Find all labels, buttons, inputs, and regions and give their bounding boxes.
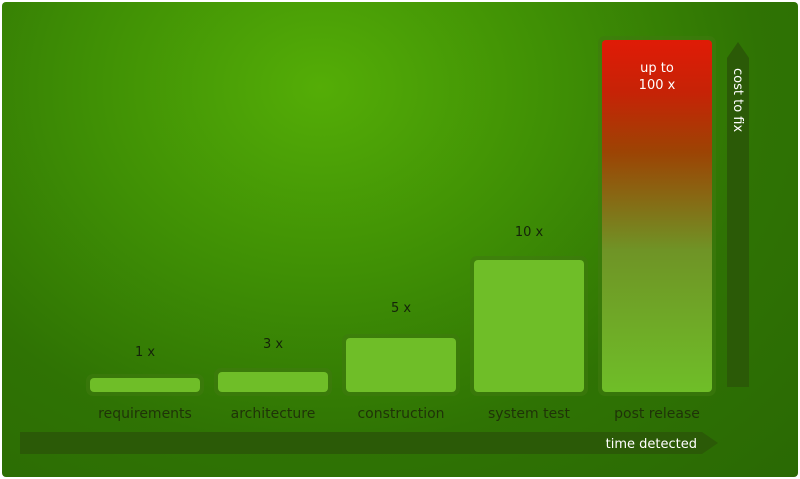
x-axis-arrow: [20, 432, 718, 454]
value-label-requirements: 1 x: [135, 345, 155, 360]
y-axis-label: cost to fix: [730, 68, 745, 132]
category-label-requirements: requirements: [98, 406, 192, 422]
y-axis-arrow: [727, 42, 749, 387]
bar-construction: [346, 338, 456, 392]
axes-layer: time detected cost to fix: [20, 42, 749, 454]
value-label-construction: 5 x: [391, 301, 411, 316]
bar-system-test: [474, 260, 584, 392]
category-label-architecture: architecture: [231, 406, 316, 422]
x-axis-label: time detected: [606, 437, 697, 452]
bar-architecture: [218, 372, 328, 392]
value-label-post-release: up to 100 x: [639, 61, 676, 93]
bars-layer: [86, 36, 716, 396]
bar-requirements: [90, 378, 200, 392]
category-label-post-release: post release: [614, 406, 700, 422]
value-label-system-test: 10 x: [515, 225, 544, 240]
category-label-construction: construction: [357, 406, 444, 422]
labels-layer: requirements 1 x architecture 3 x constructi…: [98, 61, 700, 422]
value-label-architecture: 3 x: [263, 337, 283, 352]
bar-post-release: [602, 40, 712, 392]
category-label-system-test: system test: [488, 406, 570, 422]
